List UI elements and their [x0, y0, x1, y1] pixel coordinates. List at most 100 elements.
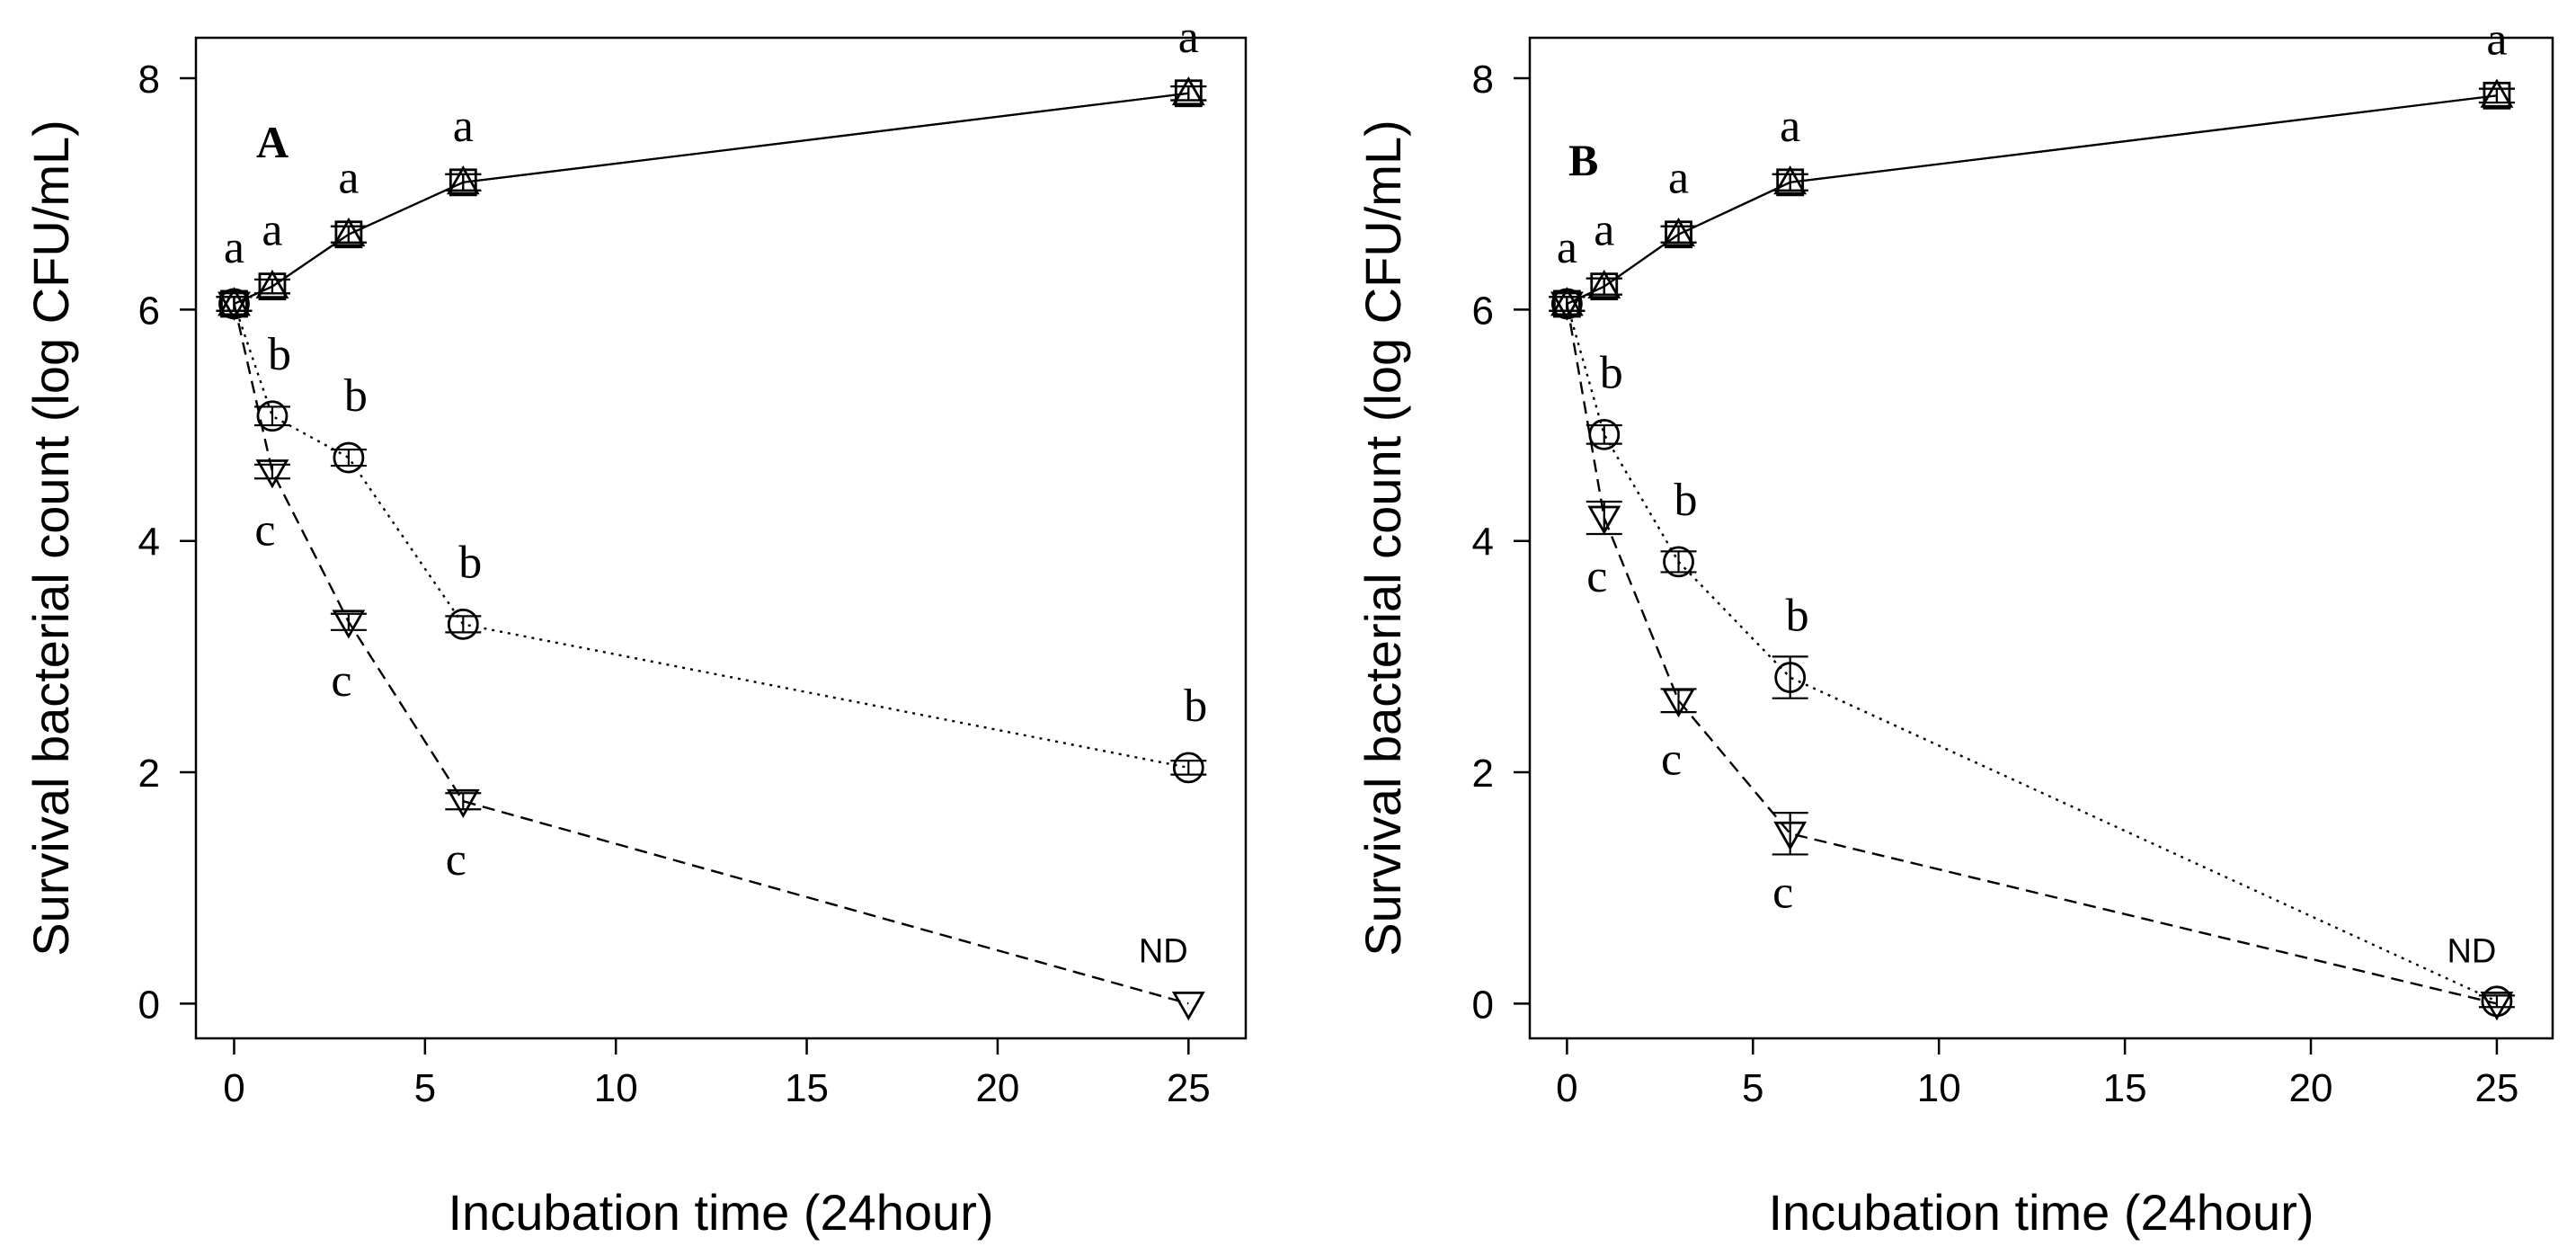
point-triangle-up — [446, 165, 480, 195]
x-axis-title: Incubation time (24hour) — [1768, 1184, 2314, 1241]
series-line-control-square — [234, 92, 1189, 305]
nd-label: ND — [1139, 932, 1188, 970]
point-square — [1174, 79, 1203, 108]
point-triangle-down — [1550, 291, 1584, 321]
significance-label: b — [1674, 475, 1698, 526]
point-triangle-up — [255, 269, 289, 299]
series-line-control-square — [1566, 94, 2498, 305]
x-tick-label: 5 — [414, 1066, 436, 1110]
point-triangle-up — [218, 287, 251, 316]
series-line-treatment-circle — [233, 303, 1189, 770]
significance-label: a — [1780, 101, 1800, 152]
significance-label: a — [262, 205, 282, 256]
y-tick-label: 2 — [1472, 752, 1494, 796]
series-line-treatment-circle — [1566, 303, 2498, 1002]
x-tick-label: 15 — [785, 1066, 829, 1110]
plot-frame — [1528, 36, 2554, 1040]
x-tick-label: 25 — [1167, 1066, 1211, 1110]
series-line-treatment-triangle-down — [233, 303, 1189, 1005]
point-triangle-down — [1662, 688, 1695, 718]
x-tick-label: 10 — [1917, 1066, 1961, 1110]
x-tick-label: 25 — [2474, 1066, 2518, 1110]
y-tick-label: 4 — [1472, 521, 1494, 565]
point-circle — [333, 441, 365, 474]
point-triangle-down — [1773, 821, 1808, 851]
y-tick-label: 4 — [138, 521, 160, 565]
point-circle — [256, 400, 289, 432]
nd-label: ND — [2447, 932, 2496, 970]
significance-label: a — [1668, 153, 1689, 204]
point-triangle-up — [1662, 217, 1695, 247]
significance-label: c — [331, 655, 351, 707]
y-tick-label: 8 — [138, 58, 160, 102]
x-tick-label: 10 — [594, 1066, 638, 1110]
y-axis-title: Survival bacterial count (log CFU/mL) — [1355, 120, 1411, 957]
point-circle — [1663, 546, 1694, 578]
panel-a: 0 5 10 15 20 25 0 2 4 6 8 Incubation time (24hour) S… — [22, 12, 1248, 1241]
y-tick-label: 6 — [138, 289, 160, 333]
point-triangle-up — [1773, 165, 1808, 195]
significance-label: b — [268, 329, 291, 380]
point-triangle-down — [446, 788, 480, 819]
x-tick-label: 0 — [223, 1066, 244, 1110]
point-triangle-up — [2480, 78, 2514, 108]
y-axis-title: Survival bacterial count (log CFU/mL) — [22, 120, 79, 957]
significance-label: c — [1772, 867, 1793, 918]
significance-label: a — [1557, 222, 1577, 273]
significance-label: c — [254, 505, 275, 556]
y-tick-label: 6 — [1472, 289, 1494, 333]
point-triangle-down — [2480, 991, 2514, 1021]
significance-label: b — [344, 370, 368, 422]
significance-label: b — [458, 537, 482, 588]
significance-label: a — [338, 153, 359, 204]
point-circle — [1588, 418, 1621, 450]
point-square — [334, 220, 363, 249]
plot-frame — [194, 36, 1248, 1040]
panel-letter: A — [256, 117, 289, 167]
significance-label: c — [1586, 551, 1607, 602]
significance-label: c — [446, 834, 466, 886]
point-triangle-up — [1587, 269, 1621, 299]
point-square — [2483, 81, 2511, 110]
y-tick-label: 0 — [1472, 983, 1494, 1027]
x-tick-label: 20 — [2289, 1066, 2333, 1110]
point-triangle-down — [255, 459, 289, 489]
point-triangle-down — [218, 291, 251, 321]
point-triangle-up — [332, 217, 366, 247]
series-line-control-triangle-up — [1566, 94, 2498, 305]
point-triangle-up — [1550, 287, 1584, 316]
point-triangle-down — [332, 610, 366, 639]
significance-label: c — [1661, 734, 1682, 785]
significance-label: a — [2486, 13, 2507, 65]
significance-label: b — [1786, 591, 1809, 642]
x-tick-label: 20 — [975, 1066, 1019, 1110]
point-triangle-up — [1171, 76, 1205, 106]
point-square — [258, 272, 287, 301]
panel-b: 0 5 10 15 20 25 0 2 4 6 8 Incubation time (24hour) S… — [1355, 13, 2554, 1241]
significance-label: b — [1184, 681, 1207, 732]
x-tick-label: 0 — [1556, 1066, 1577, 1110]
point-square — [1776, 168, 1805, 197]
significance-label: a — [224, 222, 244, 273]
point-square — [449, 168, 477, 197]
point-circle — [1774, 662, 1807, 693]
series-line-control-triangle-up — [234, 92, 1189, 305]
y-tick-label: 2 — [138, 752, 160, 796]
significance-label: a — [1178, 12, 1199, 63]
significance-label: a — [453, 101, 474, 152]
point-triangle-down — [1587, 505, 1621, 535]
point-square — [1665, 220, 1692, 249]
y-tick-label: 8 — [1472, 58, 1494, 102]
point-triangle-down — [1171, 991, 1205, 1021]
x-tick-label: 5 — [1742, 1066, 1763, 1110]
point-square — [1590, 272, 1619, 301]
x-axis-title: Incubation time (24hour) — [448, 1184, 993, 1241]
y-tick-label: 0 — [138, 983, 160, 1027]
panel-letter: B — [1568, 135, 1598, 185]
significance-label: a — [1594, 205, 1614, 256]
point-circle — [1172, 752, 1204, 784]
significance-label: b — [1600, 347, 1623, 398]
series-line-treatment-triangle-down — [1566, 303, 2498, 1005]
point-circle — [447, 608, 479, 640]
